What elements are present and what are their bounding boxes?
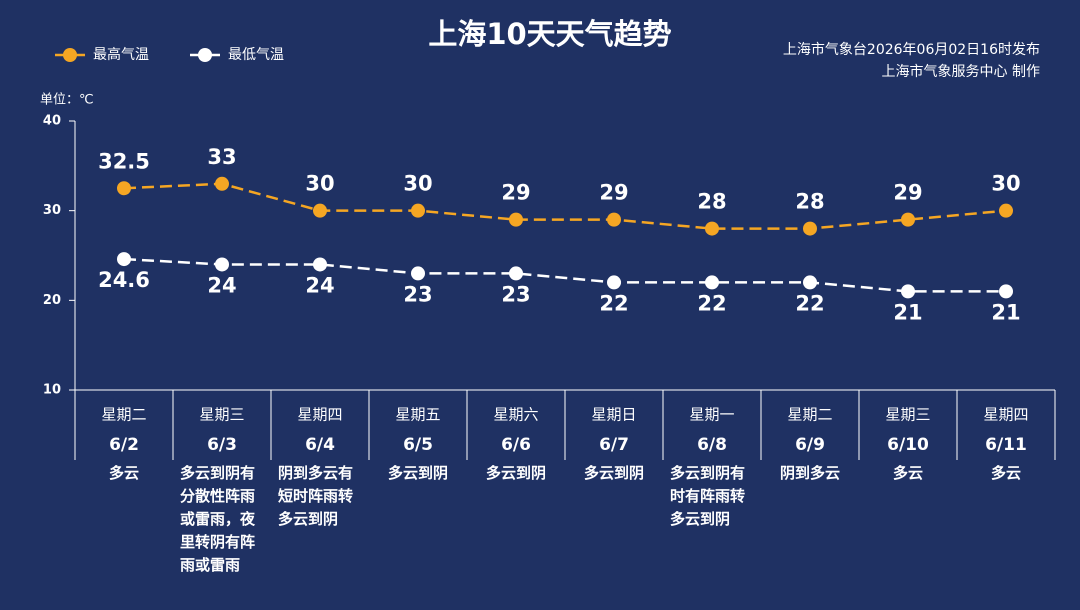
x-tick-label: 6/8 [697, 435, 727, 455]
value-label: 28 [697, 190, 726, 214]
point [803, 221, 817, 236]
x-tick-label: 6/7 [599, 435, 629, 455]
x-tick-label: 6/5 [403, 435, 433, 455]
point [901, 284, 915, 299]
series-line [123, 182, 1007, 230]
point [607, 212, 621, 227]
point [215, 257, 229, 272]
value-label: 21 [893, 300, 922, 324]
point [215, 176, 229, 191]
weather: 多云 [108, 464, 139, 482]
legend-label: 最高气温 [93, 46, 149, 63]
x-tick-label: 6/3 [207, 435, 237, 455]
weekday: 星期三 [199, 406, 244, 424]
weather: 多云到阴有时有阵雨转多云到阴 [670, 464, 746, 528]
value-label: 24 [305, 273, 334, 297]
weekday: 星期三 [885, 406, 930, 424]
weekday: 星期二 [787, 406, 832, 424]
weekday: 星期五 [395, 406, 440, 424]
value-label: 30 [403, 172, 432, 196]
weather: 阴到多云有短时阵雨转多云到阴 [278, 464, 354, 528]
point [313, 257, 327, 272]
x-tick-label: 6/11 [985, 435, 1027, 455]
legend-label: 最低气温 [228, 47, 284, 63]
weekday: 星期六 [493, 406, 538, 424]
y-tick-label: 20 [43, 293, 61, 308]
value-label: 33 [207, 145, 236, 169]
value-label: 30 [305, 172, 334, 196]
y-tick-label: 30 [43, 203, 61, 218]
weekday: 星期二 [101, 406, 146, 424]
source: 上海市气象服务中心 制作 [882, 63, 1040, 80]
legend-marker [198, 48, 212, 62]
value-label: 23 [403, 282, 432, 306]
point [313, 203, 327, 218]
value-label: 29 [893, 181, 922, 205]
series-line [123, 257, 1006, 293]
value-label: 24 [207, 273, 236, 297]
weather: 多云到阴有分散性阵雨或雷雨，夜里转阴有阵雨或雷雨 [180, 464, 256, 574]
point [705, 275, 719, 290]
value-label: 21 [991, 300, 1020, 324]
x-tick-label: 6/4 [305, 435, 335, 455]
point [999, 284, 1013, 299]
value-label: 28 [795, 190, 824, 214]
x-tick-label: 6/10 [887, 435, 929, 455]
unit-label: 单位：℃ [40, 93, 94, 108]
weather: 多云到阴 [485, 464, 546, 482]
value-label: 24.6 [98, 268, 150, 292]
weekday: 星期一 [689, 406, 734, 424]
y-tick-label: 10 [43, 383, 61, 398]
legend-marker [63, 48, 77, 62]
weather: 多云 [990, 464, 1021, 482]
point [705, 221, 719, 236]
point [509, 266, 523, 281]
point [803, 275, 817, 290]
value-label: 29 [599, 181, 628, 205]
weekday: 星期四 [983, 406, 1028, 424]
chart-title: 上海10天天气趋势 [428, 17, 671, 51]
point [509, 212, 523, 227]
y-tick-label: 40 [43, 114, 61, 129]
value-label: 22 [599, 291, 628, 315]
x-tick-label: 6/2 [109, 435, 139, 455]
source: 上海市气象台2026年06月02日16时发布 [783, 41, 1040, 58]
value-label: 32.5 [98, 149, 150, 173]
weekday: 星期四 [297, 406, 342, 424]
value-label: 23 [501, 282, 530, 306]
x-tick-label: 6/9 [795, 435, 825, 455]
point [117, 181, 131, 196]
point [411, 266, 425, 281]
value-label: 22 [697, 291, 726, 315]
weather: 阴到多云 [779, 464, 840, 482]
value-label: 29 [501, 181, 530, 205]
weather: 多云到阴 [387, 464, 448, 482]
weather: 多云 [892, 464, 923, 482]
point [901, 212, 915, 227]
point [117, 252, 131, 267]
point [999, 203, 1013, 218]
value-label: 30 [991, 172, 1020, 196]
value-label: 22 [795, 291, 824, 315]
point [607, 275, 621, 290]
weekday: 星期日 [591, 406, 636, 424]
x-tick-label: 6/6 [501, 435, 531, 455]
weather: 多云到阴 [583, 464, 644, 482]
point [411, 203, 425, 218]
